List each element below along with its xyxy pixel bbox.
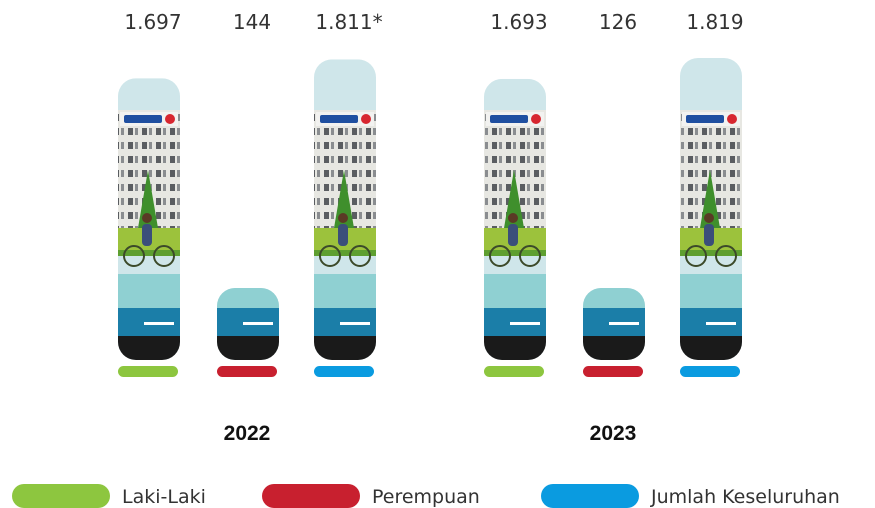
value-label: 1.819 <box>686 10 743 34</box>
bar-key-jumlah-keseluruhan-2022 <box>314 366 374 377</box>
value-label: 1.811* <box>315 10 382 34</box>
bar-key-laki-laki-2022 <box>118 366 178 377</box>
value-label: 144 <box>233 10 271 34</box>
value-label: 126 <box>599 10 637 34</box>
legend-label-jumlah-keseluruhan: Jumlah Keseluruhan <box>650 486 840 508</box>
bar-key-jumlah-keseluruhan-2023 <box>680 366 740 377</box>
legend-swatch-laki-laki <box>12 484 110 508</box>
bar-laki-laki-2022 <box>118 78 180 360</box>
bar-laki-laki-2023 <box>484 78 546 360</box>
year-label: 2022 <box>224 422 271 445</box>
bar-jumlah-keseluruhan-2023 <box>680 58 742 360</box>
bar-perempuan-2022 <box>217 288 279 360</box>
value-label: 1.697 <box>124 10 181 34</box>
bar-key-laki-laki-2023 <box>484 366 544 377</box>
bar-key-perempuan-2023 <box>583 366 643 377</box>
bar-key-perempuan-2022 <box>217 366 277 377</box>
value-label: 1.693 <box>490 10 547 34</box>
legend-swatch-perempuan <box>262 484 360 508</box>
year-label: 2023 <box>590 422 637 445</box>
bar-jumlah-keseluruhan-2022 <box>314 59 376 360</box>
legend-swatch-jumlah-keseluruhan <box>541 484 639 508</box>
bar-perempuan-2023 <box>583 288 645 360</box>
legend-label-perempuan: Perempuan <box>372 486 480 508</box>
legend-label-laki-laki: Laki-Laki <box>122 486 206 508</box>
